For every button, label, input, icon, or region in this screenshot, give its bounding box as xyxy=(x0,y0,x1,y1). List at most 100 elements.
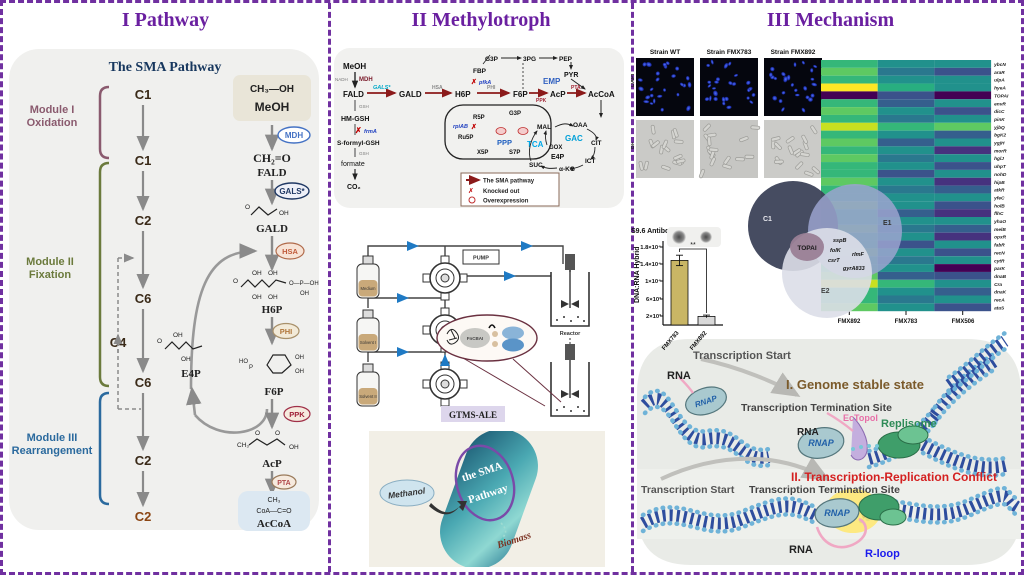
map-pyr: PYR xyxy=(564,72,578,79)
heatmap-gene-label: Cra xyxy=(994,282,1002,288)
f6p-label: F6P xyxy=(265,386,284,398)
c4-dashed-path xyxy=(113,253,141,410)
heatmap-cell xyxy=(934,224,992,233)
venn-center-label: TOPAI xyxy=(797,245,816,252)
heatmap-cell xyxy=(934,287,992,296)
heatmap-cell xyxy=(877,60,935,68)
panel3-title: III Mechanism xyxy=(766,9,895,31)
heatmap-cell xyxy=(877,240,935,249)
methanol-arrow xyxy=(429,501,467,515)
heatmap-gene-label: cytR xyxy=(994,258,1005,264)
heatmap-cell xyxy=(821,162,878,170)
cell-illustration-box: the SMA Pathway Biomass Methanol xyxy=(369,431,605,567)
venn-diagram: TOPAI C1 E1 E2 sspB folK rlmF csrT gyrA8… xyxy=(748,181,902,318)
heatmap-cell xyxy=(877,162,935,170)
heatmap-cell xyxy=(877,107,935,115)
heatmap-cell xyxy=(934,201,992,210)
replisome-blob xyxy=(897,425,929,445)
legend-knockout-icon: ✗ xyxy=(468,187,474,195)
ytick: 1.8×10⁴ xyxy=(640,245,661,251)
svg-text:OH: OH xyxy=(300,291,309,297)
panel1-background xyxy=(9,49,319,530)
ppk-label: PPK xyxy=(289,410,305,419)
ytick: 6×10³ xyxy=(646,296,661,303)
svg-text:O: O xyxy=(275,430,280,437)
heatmap-cell xyxy=(821,91,878,100)
svg-text:GSH: GSH xyxy=(359,104,369,109)
map-cit: CIT xyxy=(591,140,602,147)
svg-text:OH: OH xyxy=(252,294,262,301)
heatmap-cell xyxy=(877,114,935,123)
sma-pathway-heading: The SMA Pathway xyxy=(109,60,222,75)
svg-text:OH: OH xyxy=(173,332,183,339)
heatmap-cell xyxy=(877,209,935,217)
map-phi: PHI xyxy=(487,85,496,91)
venn-gene: rlmF xyxy=(852,252,865,258)
heatmap-cell xyxy=(934,130,992,139)
heatmap-cell xyxy=(934,146,992,155)
map-gals: GALS* xyxy=(373,85,391,91)
heatmap-cell xyxy=(877,271,935,280)
heatmap-cell xyxy=(877,91,935,100)
reactor-2 xyxy=(550,338,590,417)
chain-node: C6 xyxy=(135,291,152,306)
heatmap-cell xyxy=(934,122,992,131)
map-formate: formate xyxy=(341,161,365,168)
heatmap-cell xyxy=(877,232,935,241)
phi-label: PHI xyxy=(280,327,293,336)
svg-text:O—P—OH: O—P—OH xyxy=(289,281,319,287)
heatmap-cell xyxy=(877,67,935,76)
venn-label-c1: C1 xyxy=(763,216,772,223)
heatmap-cell xyxy=(821,114,878,123)
heatmap-gene-label: hglJ xyxy=(994,156,1004,162)
inset-protein-label: FnCBAI xyxy=(467,336,484,341)
map-acp: AcP xyxy=(550,90,566,99)
dapi-micrographs xyxy=(636,58,822,116)
rnap-blob xyxy=(685,386,727,416)
dna-helix xyxy=(639,496,818,534)
heatmap-cell xyxy=(934,193,992,202)
gals-enzyme-oval xyxy=(274,182,310,200)
map-e4p: E4P xyxy=(551,154,565,161)
heatmap-gene-label: dicC xyxy=(994,109,1005,115)
heatmap-cell xyxy=(934,162,992,170)
chain-node: C6 xyxy=(135,375,152,390)
heatmap-cell xyxy=(877,130,935,139)
ytick: 1×10⁴ xyxy=(645,279,661,285)
rnap-label: RNAP xyxy=(824,508,850,518)
heatmap-gene-label: yfeC xyxy=(993,195,1005,201)
genome-stable-label: I. Genome stable state xyxy=(786,377,924,392)
heatmap-cell xyxy=(877,177,935,186)
metabolic-map: MeOH MDH NADH FALD GALS* GALD HSA H6P PH… xyxy=(334,48,624,208)
hybrid-bar-chart: S9.6 Antibody DNA:RNA Hybrid 1.8×10⁴ 1.4… xyxy=(631,227,723,352)
mechanism-panel: Strain WT Strain FMX783 Strain FMX892 DA… xyxy=(631,49,1021,565)
map-fbp: FBP xyxy=(473,68,487,75)
heatmap-gene-label: holB xyxy=(994,203,1005,209)
heatmap-gene-label: pinK xyxy=(993,117,1005,123)
knockout-x: ✗ xyxy=(471,123,477,131)
panel-divider-2 xyxy=(631,3,634,572)
panel-divider-1 xyxy=(328,3,331,572)
map-3pg: 3PG xyxy=(523,56,536,63)
heatmap-cell xyxy=(877,201,935,210)
strain-wt-header: Strain WT xyxy=(650,49,680,56)
heatmap-gene-label: TOPAI xyxy=(994,93,1009,99)
map-mal: MAL xyxy=(537,124,551,131)
heatmap-cell xyxy=(821,146,878,155)
svg-text:OH: OH xyxy=(279,210,289,217)
heatmap-cell xyxy=(877,169,935,178)
map-accoa: AcCoA xyxy=(588,90,615,99)
heatmap-gene-label: flhC xyxy=(994,211,1004,217)
gald-label: GALD xyxy=(256,223,288,235)
map-co2: CO₂ xyxy=(347,184,361,191)
ectopoi-blob xyxy=(850,416,868,461)
overexpression-circle xyxy=(517,127,529,135)
pump-box-label: PUMP xyxy=(473,256,489,262)
heatmap-cell xyxy=(877,154,935,163)
heatmap-cell xyxy=(934,271,992,280)
heatmap-cell xyxy=(821,67,878,76)
module1-bracket xyxy=(98,85,110,160)
dna-helix xyxy=(945,330,1009,396)
chain-node: C2 xyxy=(135,509,152,524)
